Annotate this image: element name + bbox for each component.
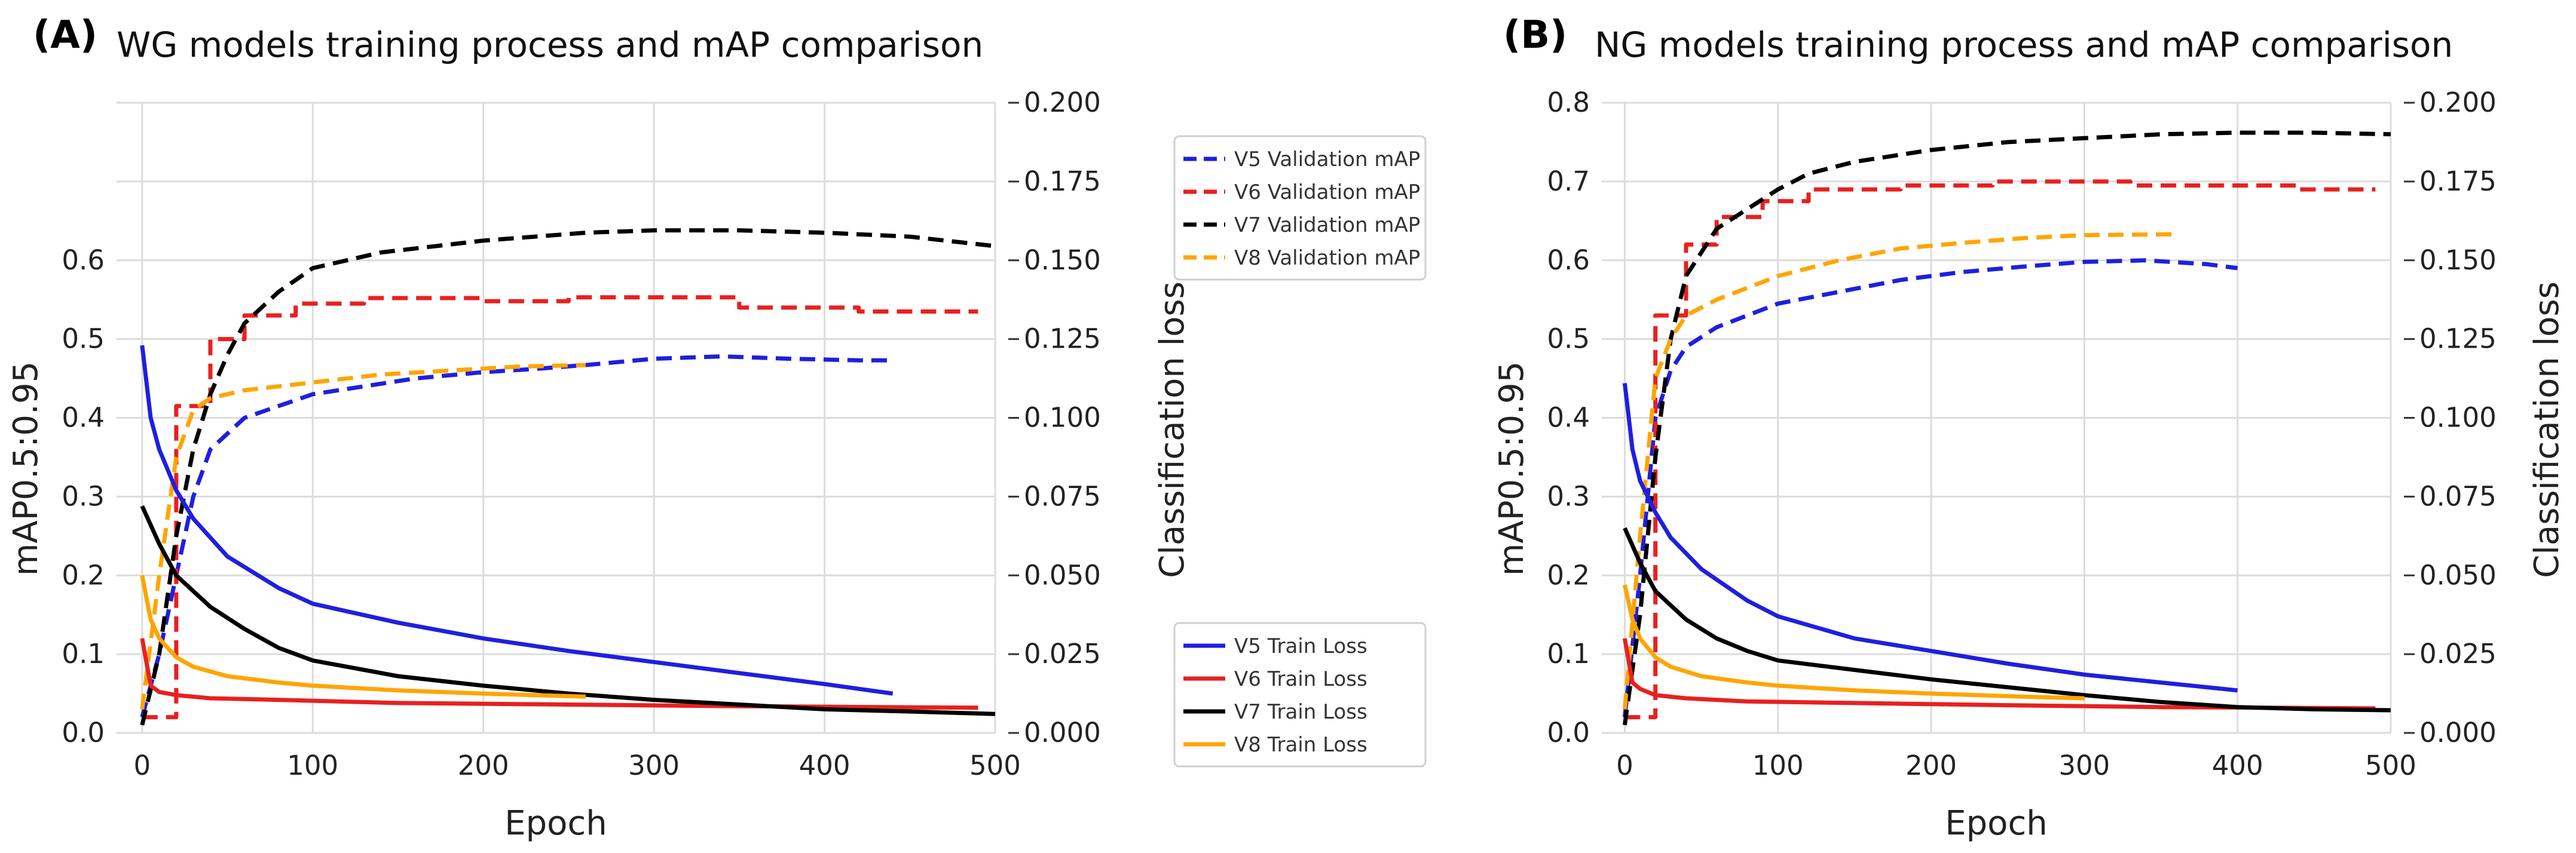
panel-b-y-axis-title: mAP0.5:0.95 xyxy=(1492,361,1531,576)
panel-a-y2-tick-label: 0.100 xyxy=(1024,402,1101,434)
panel-a-series-v7-validation-map xyxy=(140,228,996,726)
panel-b-title: NG models training process and mAP compa… xyxy=(1595,24,2453,65)
panel-b-x-tick-label: 400 xyxy=(2212,750,2263,781)
panel-b-y2-tick-label: 0.125 xyxy=(2419,323,2497,355)
panel-b-y-tick-label: 0.4 xyxy=(1547,402,1590,434)
panel-b-y-tick-label: 0.6 xyxy=(1547,244,1590,276)
panel-a-y-tick-label: 0.0 xyxy=(62,717,105,748)
panel-a-legend-validation: V5 Validation mAP V6 Validation mAP V7 Val… xyxy=(1173,135,1427,281)
panel-b-grid xyxy=(1602,102,2392,734)
panel-a-y-tick-label: 0.5 xyxy=(62,323,105,355)
panel-b-series-v6-validation-map xyxy=(1624,179,2376,720)
panel-a-x-tick-label: 500 xyxy=(969,750,1021,781)
panel-a: (A) WG models training process and mAP c… xyxy=(7,13,1427,843)
panel-b-y-tick-label: 0.1 xyxy=(1547,638,1590,670)
panel-b-y2-tick-label: 0.150 xyxy=(2419,244,2497,276)
panel-a-y-tick-label: 0.3 xyxy=(62,480,105,512)
panel-b-y2-axis-title: Classification loss xyxy=(2528,281,2566,578)
panel-a-y2-tick-label: 0.175 xyxy=(1024,165,1101,197)
panel-b-x-tick-label: 100 xyxy=(1752,750,1804,781)
panel-a-y2-tick-label: 0.075 xyxy=(1024,480,1101,512)
panel-b-y-tick-label: 0.3 xyxy=(1547,480,1590,512)
panel-a-y2-tick-label: 0.025 xyxy=(1024,638,1101,670)
panel-a-legend-label-v7-train-loss: V7 Train Loss xyxy=(1234,700,1367,724)
panel-a-y2-tick-label: 0.125 xyxy=(1024,323,1101,355)
panel-b-series-v7-validation-map xyxy=(1622,130,2391,726)
panel-b-y2-tick-label: 0.075 xyxy=(2419,480,2497,512)
panel-a-y-tick-label: 0.1 xyxy=(62,638,105,670)
panel-a-series-v7-train-loss xyxy=(140,505,996,716)
panel-a-series-v5-train-loss xyxy=(140,345,894,696)
panel-b-series-v6-train-loss xyxy=(1622,638,2376,711)
panel-b-series-v5-validation-map xyxy=(1622,258,2238,717)
panel-b-y-tick-label: 0.8 xyxy=(1547,87,1590,118)
panel-b-series-v8-train-loss xyxy=(1622,584,2085,701)
panel-b-label: (B) xyxy=(1503,13,1567,57)
panel-b: (B) NG models training process and mAP c… xyxy=(1492,13,2566,843)
panel-a-y2-tick-label: 0.000 xyxy=(1024,717,1101,748)
panel-a-title: WG models training process and mAP compa… xyxy=(117,24,983,65)
panel-b-x-tick-label: 0 xyxy=(1616,750,1633,781)
panel-b-y-tick-label: 0.0 xyxy=(1547,717,1590,748)
panel-b-y-tick-label: 0.2 xyxy=(1547,559,1590,591)
panel-a-legend-validation-frame xyxy=(1173,135,1427,281)
panel-b-y2-tick-label: 0.100 xyxy=(2419,402,2497,434)
panel-a-x-axis-title: Epoch xyxy=(504,804,607,843)
panel-a-legend-label-v5-validation-map: V5 Validation mAP xyxy=(1234,148,1420,171)
panel-a-y-tick-label: 0.6 xyxy=(62,244,105,276)
panel-b-x-axis-title: Epoch xyxy=(1945,804,2047,843)
panel-b-y2-tick-label: 0.200 xyxy=(2419,87,2497,118)
panel-b-x-tick-label: 300 xyxy=(2058,750,2110,781)
panel-b-x-tick-label: 200 xyxy=(1905,750,1957,781)
panel-a-series-v8-validation-map xyxy=(140,363,586,710)
panel-a-grid xyxy=(117,102,996,734)
panel-b-series-group xyxy=(1622,130,2391,726)
panel-a-legend-label-v6-validation-map: V6 Validation mAP xyxy=(1234,180,1420,204)
panel-a-y-tick-label: 0.4 xyxy=(62,402,105,434)
panel-a-legend-loss: V5 Train Loss V6 Train Loss V7 Train Loss V… xyxy=(1173,622,1427,768)
panel-b-y2-tick-label: 0.175 xyxy=(2419,165,2497,197)
panel-a-legend-label-v5-train-loss: V5 Train Loss xyxy=(1234,634,1367,658)
panel-a-legend-label-v8-train-loss: V8 Train Loss xyxy=(1234,733,1367,757)
panel-b-y2-tick-label: 0.025 xyxy=(2419,638,2497,670)
panel-b-y-tick-label: 0.7 xyxy=(1547,165,1590,197)
panel-a-y2-tick-label: 0.150 xyxy=(1024,244,1101,276)
panel-b-series-v8-validation-map xyxy=(1622,232,2177,710)
panel-b-y2-tick-label: 0.000 xyxy=(2419,717,2497,748)
panel-a-label: (A) xyxy=(33,13,97,57)
panel-b-series-v5-train-loss xyxy=(1622,383,2238,693)
panel-a-x-tick-label: 0 xyxy=(133,750,151,781)
panel-b-x-tick-label: 500 xyxy=(2365,750,2416,781)
panel-a-x-tick-label: 400 xyxy=(799,750,850,781)
panel-a-series-v5-validation-map xyxy=(140,354,893,718)
panel-b-y2-tick-label: 0.050 xyxy=(2419,559,2497,591)
panel-b-series-v7-train-loss xyxy=(1623,527,2391,713)
panel-a-x-tick-label: 300 xyxy=(628,750,680,781)
panel-a-series-v8-train-loss xyxy=(140,575,586,699)
panel-b-y-tick-label: 0.5 xyxy=(1547,323,1590,355)
panel-a-x-tick-label: 200 xyxy=(458,750,509,781)
panel-a-series-v6-train-loss xyxy=(140,638,978,710)
panel-a-y-tick-label: 0.2 xyxy=(62,559,105,591)
panel-a-legend-label-v7-validation-map: V7 Validation mAP xyxy=(1234,213,1420,237)
panel-a-y-axis-title: mAP0.5:0.95 xyxy=(7,361,45,576)
panel-a-legend-loss-frame xyxy=(1173,622,1427,768)
panel-a-legend-label-v8-validation-map: V8 Validation mAP xyxy=(1234,246,1420,270)
panel-a-series-group xyxy=(140,228,996,726)
panel-a-y2-axis-title: Classification loss xyxy=(1153,281,1192,578)
panel-a-x-tick-label: 100 xyxy=(287,750,338,781)
panel-a-y2-tick-label: 0.050 xyxy=(1024,559,1101,591)
panel-a-y2-tick-label: 0.200 xyxy=(1024,87,1101,118)
panel-a-legend-label-v6-train-loss: V6 Train Loss xyxy=(1234,667,1367,691)
